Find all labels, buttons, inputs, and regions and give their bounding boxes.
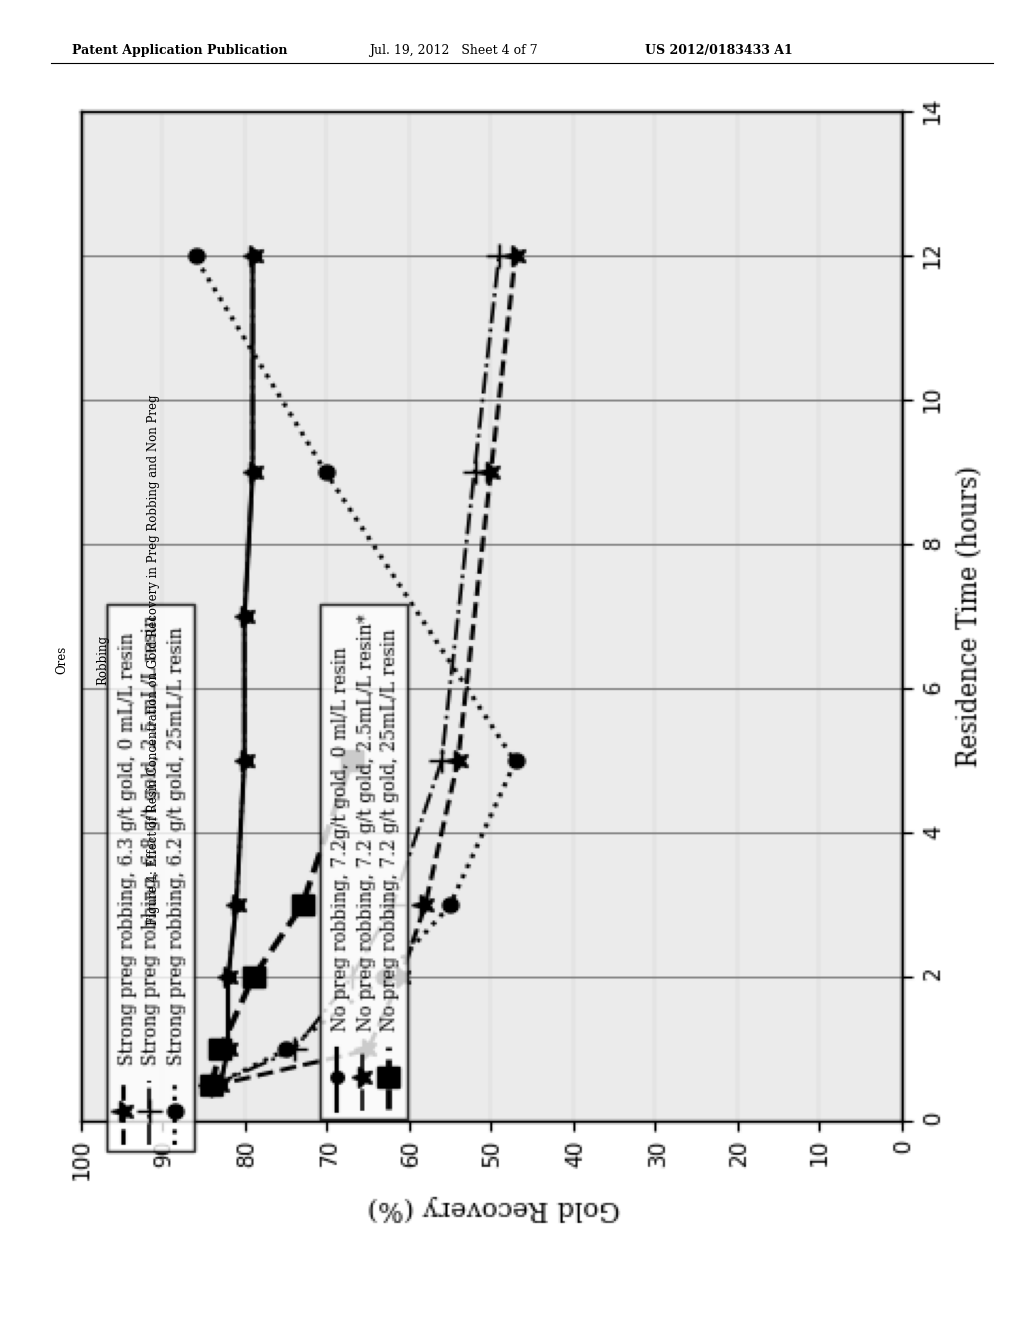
Text: Jul. 19, 2012   Sheet 4 of 7: Jul. 19, 2012 Sheet 4 of 7	[369, 44, 538, 57]
Text: Patent Application Publication: Patent Application Publication	[72, 44, 287, 57]
Text: Ores: Ores	[55, 645, 68, 675]
Text: Figure 4: Effect of Resin Concentration on Gold Recovery in Preg Robbing and Non: Figure 4: Effect of Resin Concentration …	[147, 395, 160, 925]
Text: Robbing: Robbing	[96, 635, 109, 685]
Text: US 2012/0183433 A1: US 2012/0183433 A1	[645, 44, 793, 57]
